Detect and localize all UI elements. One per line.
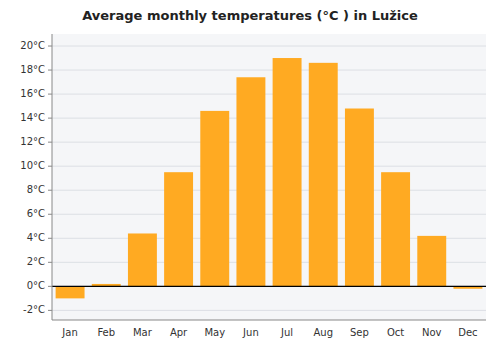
y-tick-label: 12°C bbox=[20, 136, 45, 147]
chart-container: -2°C 0°C 2°C 4°C 6°C 8°C 10°C 12°C 14°C 16°C 18°C 2… bbox=[0, 0, 500, 350]
y-tick bbox=[48, 238, 52, 239]
grid-line bbox=[52, 118, 486, 119]
y-tick-label: -2°C bbox=[23, 304, 45, 315]
bar bbox=[345, 109, 374, 287]
y-tick bbox=[48, 166, 52, 167]
chart-svg: -2°C 0°C 2°C 4°C 6°C 8°C 10°C 12°C 14°C 16°C 18°C 2… bbox=[0, 0, 500, 350]
grid-line bbox=[52, 142, 486, 143]
y-tick bbox=[48, 70, 52, 71]
y-tick-label: 6°C bbox=[27, 208, 45, 219]
x-axis-line bbox=[52, 320, 486, 321]
grid-line bbox=[52, 286, 486, 287]
plot-background bbox=[52, 34, 486, 320]
y-tick-label: 2°C bbox=[27, 256, 45, 267]
x-tick-label: Mar bbox=[133, 327, 153, 338]
bar bbox=[164, 172, 193, 286]
bar bbox=[56, 286, 85, 298]
y-tick bbox=[48, 262, 52, 263]
x-tick-label: Oct bbox=[387, 327, 404, 338]
x-tick-labels: Jan Feb Mar Apr May Jun Jul Aug Sep Oct Nov Dec bbox=[61, 327, 477, 338]
x-tick-label: May bbox=[204, 327, 225, 338]
bar bbox=[273, 58, 302, 286]
y-tick-label: 0°C bbox=[27, 280, 45, 291]
y-tick-label: 18°C bbox=[20, 64, 45, 75]
bar bbox=[417, 236, 446, 286]
y-tick bbox=[48, 142, 52, 143]
grid-line bbox=[52, 190, 486, 191]
x-tick-label: Jun bbox=[242, 327, 259, 338]
y-tick-label: 14°C bbox=[20, 112, 45, 123]
x-tick-label: Aug bbox=[313, 327, 333, 338]
y-tick bbox=[48, 214, 52, 215]
y-tick bbox=[48, 118, 52, 119]
chart-title: Average monthly temperatures (°C ) in Lu… bbox=[82, 8, 418, 23]
grid-line bbox=[52, 166, 486, 167]
y-tick-labels: -2°C 0°C 2°C 4°C 6°C 8°C 10°C 12°C 14°C 16°C 18°C 2… bbox=[20, 40, 52, 315]
bar bbox=[128, 233, 157, 286]
grid-line bbox=[52, 94, 486, 95]
y-tick-label: 4°C bbox=[27, 232, 45, 243]
y-tick bbox=[48, 286, 52, 287]
grid bbox=[52, 46, 486, 310]
y-axis-line bbox=[52, 34, 53, 320]
x-tick-label: Feb bbox=[97, 327, 115, 338]
y-tick-label: 20°C bbox=[20, 40, 45, 51]
bar bbox=[381, 172, 410, 286]
bars bbox=[56, 58, 483, 298]
bar bbox=[200, 111, 229, 286]
y-tick bbox=[48, 310, 52, 311]
grid-line bbox=[52, 214, 486, 215]
y-tick bbox=[48, 94, 52, 95]
x-tick-label: Apr bbox=[170, 327, 188, 338]
x-tick-label: Dec bbox=[458, 327, 477, 338]
zero-line bbox=[52, 286, 486, 287]
y-tick bbox=[48, 190, 52, 191]
grid-line bbox=[52, 46, 486, 47]
grid-line bbox=[52, 310, 486, 311]
x-tick-label: Jul bbox=[280, 327, 293, 338]
bar bbox=[236, 77, 265, 286]
bar bbox=[309, 63, 338, 287]
y-tick-label: 10°C bbox=[20, 160, 45, 171]
x-tick-label: Nov bbox=[422, 327, 442, 338]
y-tick-label: 16°C bbox=[20, 88, 45, 99]
y-tick-label: 8°C bbox=[27, 184, 45, 195]
x-tick-label: Jan bbox=[61, 327, 77, 338]
y-tick bbox=[48, 46, 52, 47]
grid-line bbox=[52, 70, 486, 71]
x-tick-label: Sep bbox=[350, 327, 369, 338]
